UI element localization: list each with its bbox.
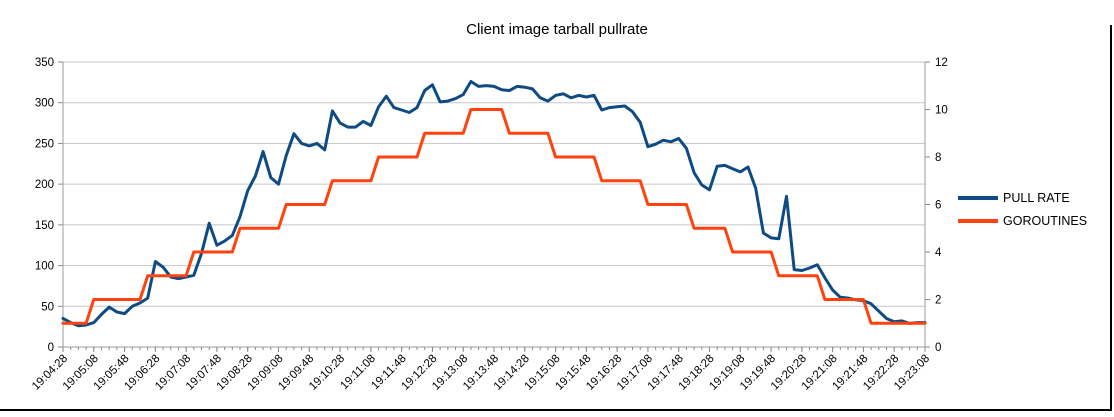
legend-label-goroutines: GOROUTINES — [1003, 214, 1088, 228]
chart-frame-border-right — [1110, 25, 1112, 411]
pull-rate-line-swatch — [958, 196, 998, 200]
y-right-tick-label: 10 — [935, 105, 948, 117]
y-left-tick-label: 300 — [35, 98, 54, 110]
y-right-tick-label: 4 — [935, 247, 942, 259]
y-left-tick-label: 250 — [35, 138, 54, 150]
y-right-tick-label: 2 — [935, 295, 941, 307]
pull-rate-series-line — [61, 80, 927, 328]
chart-frame-border-bottom — [0, 409, 1112, 411]
y-left-tick-label: 0 — [48, 342, 54, 354]
y-right-tick-label: 6 — [935, 200, 941, 212]
y-left-tick-label: 350 — [35, 57, 54, 69]
y-left-tick-label: 50 — [41, 301, 54, 313]
goroutines-line-swatch — [958, 219, 998, 223]
chart-title: Client image tarball pullrate — [466, 21, 648, 38]
legend-label-pull-rate: PULL RATE — [1003, 191, 1070, 205]
y-right-tick-label: 8 — [935, 152, 941, 164]
legend-item-goroutines: GOROUTINES — [958, 214, 1087, 228]
goroutines-series-line — [61, 108, 927, 325]
y-left-tick-label: 100 — [35, 261, 54, 273]
y-right-tick-label: 0 — [935, 342, 941, 354]
y-left-tick-label: 200 — [35, 179, 54, 191]
legend-item-pull-rate: PULL RATE — [958, 191, 1087, 205]
y-left-tick-label: 150 — [35, 220, 54, 232]
chart-legend: PULL RATE GOROUTINES — [958, 191, 1087, 228]
y-right-tick-label: 12 — [935, 57, 948, 69]
